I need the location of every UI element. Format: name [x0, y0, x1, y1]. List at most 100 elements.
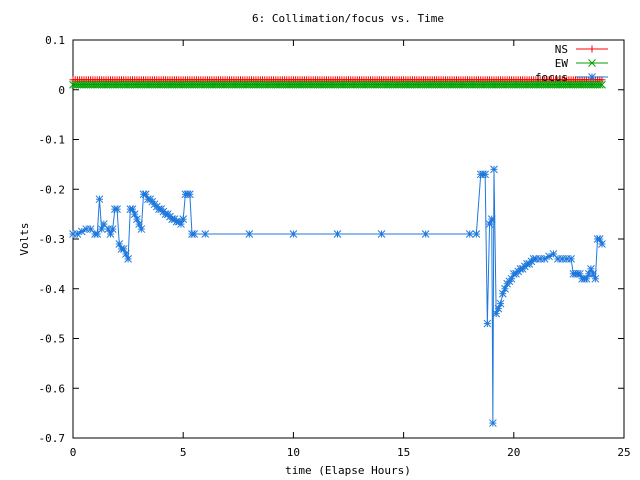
data-point: [496, 299, 505, 308]
y-tick-label: 0: [58, 84, 65, 97]
marker-stroke: [201, 230, 210, 238]
data-point: [598, 240, 606, 248]
data-point: [377, 230, 386, 238]
data-point: [588, 59, 596, 67]
marker-stroke: [591, 274, 600, 283]
marker-stroke: [465, 230, 474, 238]
y-tick-label: -0.3: [39, 233, 66, 246]
marker-stroke: [587, 264, 595, 273]
x-tick-label: 0: [70, 446, 77, 459]
marker-stroke: [115, 240, 124, 248]
data-point: [95, 195, 104, 204]
marker-stroke: [595, 235, 604, 243]
data-point: [487, 215, 496, 223]
marker-stroke: [589, 269, 597, 278]
y-tick-label: -0.5: [39, 333, 66, 346]
legend-label: focus: [535, 71, 568, 84]
marker-stroke: [490, 165, 498, 174]
marker-stroke: [141, 190, 150, 199]
data-point: [201, 230, 210, 238]
data-point: [179, 215, 188, 223]
y-tick-label: 0.1: [45, 34, 65, 47]
marker-stroke: [289, 230, 298, 238]
data-point: [465, 230, 474, 238]
data-point: [481, 170, 490, 179]
marker-stroke: [86, 225, 95, 233]
marker-stroke: [567, 255, 575, 263]
marker-stroke: [95, 195, 104, 204]
marker-stroke: [598, 80, 606, 89]
y-axis-label: Volts: [18, 222, 31, 255]
y-tick-label: -0.7: [39, 432, 66, 445]
y-tick-label: -0.6: [39, 382, 66, 395]
x-tick-label: 15: [397, 446, 410, 459]
legend-label: NS: [555, 43, 568, 56]
marker-stroke: [598, 240, 606, 248]
x-tick-label: 10: [287, 446, 300, 459]
data-point: [124, 255, 132, 263]
marker-stroke: [108, 225, 117, 233]
data-point: [483, 319, 492, 328]
marker-stroke: [133, 215, 141, 223]
marker-stroke: [588, 73, 596, 81]
y-tick-label: -0.1: [39, 134, 66, 147]
marker-stroke: [481, 170, 490, 179]
data-point: [591, 274, 600, 283]
chart-title: 6: Collimation/focus vs. Time: [252, 12, 444, 25]
series-ew: [69, 80, 606, 89]
x-tick-label: 5: [180, 446, 187, 459]
data-point: [137, 225, 146, 233]
marker-stroke: [124, 255, 132, 263]
y-tick-label: -0.2: [39, 183, 66, 196]
data-point: [185, 190, 194, 199]
series-line: [73, 169, 603, 424]
marker-stroke: [588, 59, 596, 67]
marker-stroke: [137, 225, 146, 233]
marker-stroke: [595, 80, 604, 89]
data-point: [588, 73, 596, 81]
y-tick-label: -0.4: [39, 283, 66, 296]
data-point: [289, 230, 298, 238]
marker-stroke: [549, 250, 558, 258]
data-point: [595, 80, 604, 89]
data-point: [567, 255, 575, 263]
marker-stroke: [130, 210, 139, 218]
data-point: [598, 80, 606, 89]
marker-stroke: [421, 230, 430, 238]
marker-stroke: [576, 269, 584, 278]
data-point: [333, 230, 342, 238]
marker-stroke: [489, 419, 497, 427]
plot-frame: [72, 39, 625, 439]
data-point: [108, 225, 117, 233]
marker-stroke: [333, 230, 342, 238]
marker-stroke: [128, 205, 137, 214]
data-point: [421, 230, 430, 238]
marker-stroke: [496, 299, 505, 308]
axes: 0 5 10 15 20 25 0.1 0 -0.1 -0.2 -0.3 -0.4 -0.5 -0.6 -0…: [39, 34, 631, 459]
marker-stroke: [190, 230, 199, 238]
x-tick-label: 25: [617, 446, 630, 459]
series-layer: [69, 76, 606, 427]
data-point: [190, 230, 199, 238]
marker-stroke: [185, 190, 194, 199]
x-axis-label: time (Elapse Hours): [285, 464, 411, 477]
marker-stroke: [100, 220, 108, 228]
marker-stroke: [179, 215, 188, 223]
marker-stroke: [483, 319, 492, 328]
series-focus: [69, 165, 606, 427]
marker-stroke: [135, 220, 143, 228]
marker-stroke: [245, 230, 254, 238]
marker-stroke: [472, 230, 481, 238]
data-point: [490, 165, 498, 174]
data-point: [245, 230, 254, 238]
marker-stroke: [377, 230, 386, 238]
marker-stroke: [122, 250, 130, 258]
marker-stroke: [487, 215, 496, 223]
data-point: [472, 230, 481, 238]
data-point: [588, 45, 596, 53]
x-tick-label: 20: [507, 446, 520, 459]
data-point: [113, 205, 121, 214]
marker-stroke: [119, 245, 128, 253]
